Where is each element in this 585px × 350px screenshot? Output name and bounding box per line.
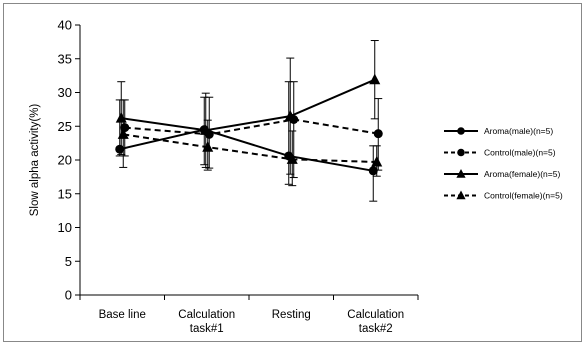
- legend-marker: [457, 127, 465, 135]
- data-point: [368, 166, 378, 176]
- data-point: [286, 153, 298, 164]
- series-line: [124, 118, 379, 136]
- data-point: [373, 129, 383, 139]
- x-tick-label: Calculation: [347, 309, 404, 321]
- y-tick-label: 15: [58, 186, 72, 201]
- x-tick-label: task#1: [190, 323, 224, 335]
- series-3: [115, 73, 381, 135]
- legend-item: Aroma(male)(n=5): [444, 126, 553, 136]
- series-4: [117, 128, 383, 167]
- y-tick-label: 0: [65, 288, 72, 303]
- legend-label: Aroma(male)(n=5): [484, 126, 553, 136]
- y-tick-label: 40: [58, 18, 72, 33]
- legend-item: Control(male)(n=5): [444, 148, 556, 158]
- data-point: [120, 123, 130, 133]
- y-axis-label: Slow alpha activity(%): [29, 104, 41, 217]
- legend-item: Aroma(female)(n=5): [444, 168, 560, 179]
- legend: Aroma(male)(n=5) Control(male)(n=5) Aroma(…: [444, 126, 563, 201]
- series-line: [121, 78, 376, 132]
- y-tick-label: 35: [58, 51, 72, 66]
- data-point: [115, 112, 127, 123]
- legend-item: Control(female)(n=5): [444, 190, 563, 201]
- legend-marker: [456, 190, 466, 200]
- legend-label: Aroma(female)(n=5): [484, 169, 560, 179]
- y-tick-label: 20: [58, 153, 72, 168]
- data-point: [117, 128, 129, 139]
- y-tick-label: 25: [58, 119, 72, 134]
- legend-marker: [456, 168, 466, 178]
- legend-marker: [457, 148, 465, 157]
- x-tick-label: Resting: [272, 309, 311, 321]
- legend-label: Control(female)(n=5): [484, 191, 563, 201]
- x-tick-label: Base line: [99, 309, 146, 321]
- data-point: [371, 155, 383, 167]
- series-layer: [115, 73, 383, 176]
- y-tick-label: 5: [65, 254, 72, 269]
- legend-label: Control(male)(n=5): [484, 148, 556, 158]
- x-tick-label: task#2: [359, 323, 393, 335]
- x-tick-label: Calculation: [178, 309, 235, 321]
- data-point: [200, 124, 212, 135]
- data-point: [202, 141, 214, 152]
- series-line: [123, 133, 377, 164]
- y-tick-label: 30: [58, 85, 72, 100]
- data-point: [284, 110, 296, 121]
- series-line: [119, 128, 374, 172]
- data-point: [369, 73, 381, 85]
- data-point: [115, 144, 125, 154]
- y-tick-label: 10: [58, 220, 72, 235]
- axes-layer: 0 5 10 15 20 25 30 35 40 Base line Calculation task…: [58, 18, 419, 335]
